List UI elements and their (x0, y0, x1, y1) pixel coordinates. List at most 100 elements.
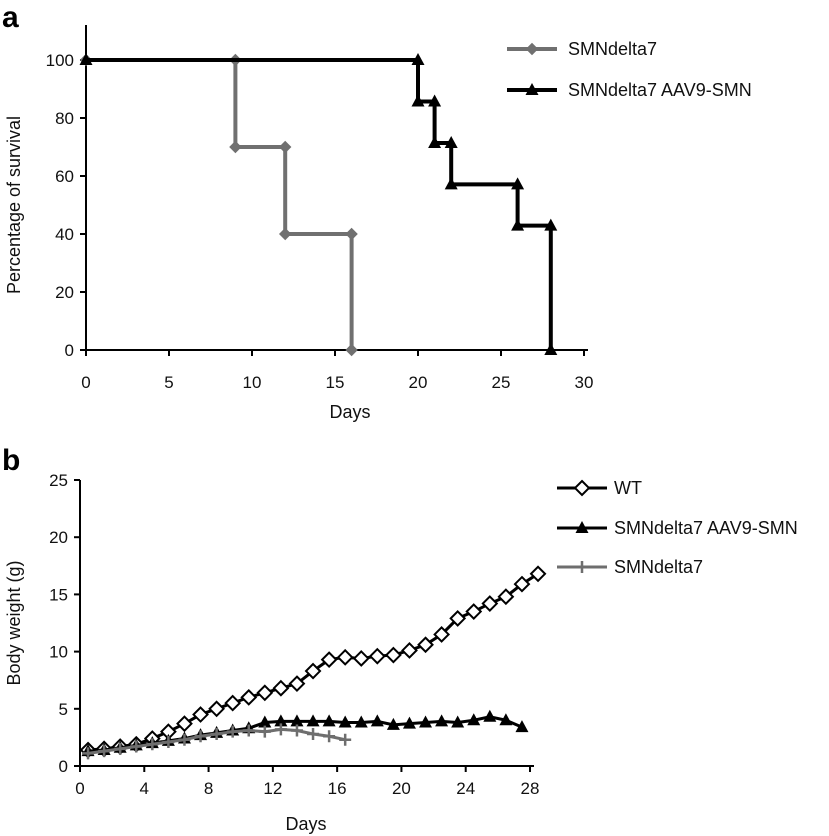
body-weight-y-tick-label: 15 (49, 585, 68, 604)
survival-y-tick-label: 100 (46, 51, 74, 70)
body-weight-legend-marker (573, 479, 591, 497)
body-weight-data-point (352, 650, 370, 667)
survival-x-tick-label: 0 (81, 373, 90, 392)
survival-y-tick-label: 60 (55, 167, 74, 186)
survival-x-tick-label: 10 (243, 373, 262, 392)
body-weight-data-point (192, 706, 209, 723)
body-weight-data-point (224, 694, 242, 712)
body-weight-data-point (320, 651, 338, 669)
body-weight-data-point (322, 714, 336, 727)
body-weight-y-tick-label: 25 (49, 471, 68, 490)
survival-data-point (428, 94, 442, 107)
body-weight-x-tick-label: 4 (140, 779, 149, 798)
body-weight-data-point (194, 730, 207, 743)
survival-series (79, 53, 558, 357)
body-weight-x-tick-label: 16 (328, 779, 347, 798)
body-weight-data-point (497, 588, 515, 606)
body-weight-data-point (354, 715, 368, 728)
body-weight-data-point (467, 713, 481, 726)
survival-y-axis-label: Percentage of survival (4, 116, 24, 294)
body-weight-data-point (384, 646, 402, 664)
panel-label-b: b (2, 444, 20, 477)
body-weight-data-point (401, 642, 418, 659)
body-weight-y-tick-label: 10 (49, 643, 68, 662)
body-weight-y-tick-label: 5 (59, 700, 68, 719)
body-weight-data-point (274, 714, 288, 727)
survival-axes: 0 5 10 15 20 25 30 0 20 40 60 80 100 (46, 25, 594, 392)
survival-data-point (544, 343, 558, 355)
body-weight-data-point (513, 575, 531, 593)
survival-y-tick-label: 20 (55, 283, 74, 302)
survival-series-0 (79, 53, 358, 357)
body-weight-data-point (417, 636, 434, 654)
body-weight-series (79, 565, 547, 760)
body-weight-data-point (176, 715, 193, 733)
body-weight-legend-label: SMNdelta7 AAV9-SMN (614, 518, 798, 538)
body-weight-data-point (146, 738, 159, 751)
body-weight-data-point (386, 717, 400, 730)
survival-x-axis-label: Days (329, 402, 370, 422)
survival-legend-entry: SMNdelta7 AAV9-SMN (507, 80, 752, 100)
body-weight-legend-entry: SMNdelta7 (557, 557, 703, 577)
body-weight-legend-marker (576, 561, 588, 573)
body-weight-data-point (323, 730, 336, 743)
body-weight-data-point (290, 714, 304, 727)
panel-label-a: a (2, 1, 19, 34)
body-weight-data-point (162, 735, 175, 748)
survival-data-point (428, 135, 442, 148)
body-weight-axes: 0 4 8 12 16 20 24 28 0 5 10 15 20 25 (49, 471, 539, 798)
body-weight-data-point (307, 727, 320, 740)
body-weight-data-point (242, 724, 255, 737)
body-weight-data-point (258, 715, 272, 728)
survival-legend-marker (525, 83, 539, 95)
body-weight-data-point (258, 725, 271, 738)
survival-y-tick-label: 40 (55, 225, 74, 244)
body-weight-data-point (336, 648, 354, 666)
survival-y-tick-label: 80 (55, 109, 74, 128)
body-weight-data-point (465, 603, 483, 620)
body-weight-data-point (338, 715, 352, 728)
survival-legend-label: SMNdelta7 (568, 39, 657, 59)
body-weight-legend-entry: WT (557, 478, 642, 498)
body-weight-x-tick-label: 20 (392, 779, 411, 798)
body-weight-y-axis-label: Body weight (g) (4, 560, 24, 685)
survival-data-point (229, 140, 242, 154)
body-weight-x-tick-label: 8 (204, 779, 213, 798)
body-weight-legend-marker (575, 521, 589, 533)
body-weight-data-point (370, 714, 384, 727)
body-weight-chart: b 0 4 8 12 16 20 24 28 0 5 10 15 20 25 WT SMNdelta7 AA… (2, 444, 798, 834)
survival-y-tick-label: 0 (65, 341, 74, 360)
survival-data-point (345, 343, 358, 357)
survival-data-point (278, 140, 292, 154)
body-weight-data-point (433, 626, 451, 643)
body-weight-data-point (114, 742, 127, 755)
body-weight-data-point (306, 714, 320, 727)
survival-legend-marker (525, 42, 539, 56)
survival-data-point (345, 227, 358, 241)
body-weight-data-point (130, 740, 143, 753)
survival-data-point (511, 218, 525, 231)
survival-data-point (511, 177, 525, 190)
body-weight-data-point (290, 724, 303, 737)
survival-legend-label: SMNdelta7 AAV9-SMN (568, 80, 752, 100)
body-weight-data-point (210, 727, 223, 740)
body-weight-x-axis-label: Days (285, 814, 326, 834)
survival-x-tick-label: 30 (575, 373, 594, 392)
body-weight-data-point (481, 595, 499, 612)
survival-data-point (444, 135, 458, 148)
body-weight-legend-entry: SMNdelta7 AAV9-SMN (557, 518, 798, 538)
body-weight-y-tick-label: 20 (49, 528, 68, 547)
body-weight-x-tick-label: 24 (456, 779, 475, 798)
body-weight-data-point (483, 709, 497, 722)
body-weight-data-point (449, 610, 467, 627)
body-weight-data-point (288, 675, 306, 693)
survival-data-point (444, 177, 458, 190)
body-weight-data-point (178, 733, 191, 746)
survival-x-tick-label: 25 (492, 373, 511, 392)
body-weight-data-point (451, 715, 465, 728)
body-weight-x-tick-label: 12 (263, 779, 282, 798)
body-weight-data-point (272, 679, 290, 697)
body-weight-legend: WT SMNdelta7 AAV9-SMN SMNdelta7 (557, 478, 798, 577)
body-weight-data-point (98, 745, 111, 758)
